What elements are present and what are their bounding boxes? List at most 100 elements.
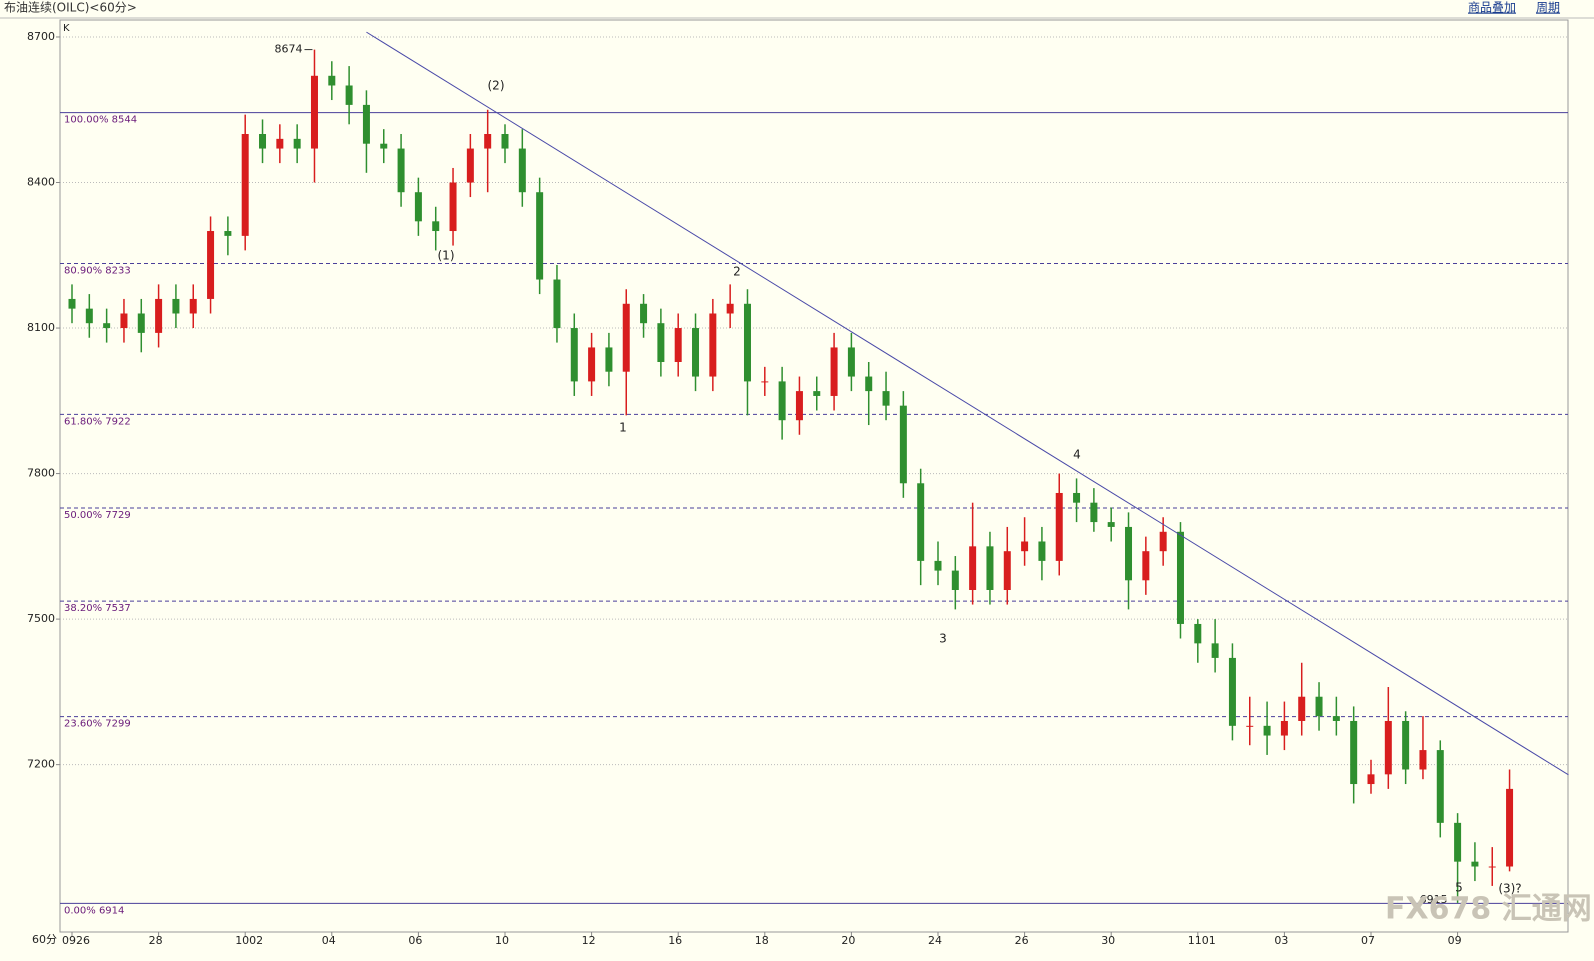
x-tick-label: 03 xyxy=(1274,934,1288,947)
candle-body xyxy=(692,328,700,377)
candle-body xyxy=(1506,788,1514,867)
y-tick-label: 7500 xyxy=(27,612,55,625)
candle-body xyxy=(847,347,855,377)
fib-label: 23.60% 7299 xyxy=(64,719,131,730)
y-tick-label: 7800 xyxy=(27,467,55,480)
candle-body xyxy=(726,303,734,314)
candle-body xyxy=(328,75,336,86)
period-label: 60分 xyxy=(32,933,57,946)
candle-body xyxy=(588,347,596,382)
wave-label: (3)? xyxy=(1498,882,1521,896)
candle-body xyxy=(1246,725,1254,727)
x-tick-label: 26 xyxy=(1015,934,1029,947)
candle-body xyxy=(934,560,942,571)
watermark: FX678 汇通网 xyxy=(1385,892,1592,927)
candle-body xyxy=(1471,861,1479,867)
candle-body xyxy=(986,546,994,590)
candle-body xyxy=(432,221,440,232)
candle-body xyxy=(293,138,301,149)
wave-label: 4 xyxy=(1073,448,1081,462)
candle-body xyxy=(536,192,544,280)
candle-body xyxy=(1090,502,1098,523)
candle-body xyxy=(709,313,717,377)
candle-body xyxy=(120,313,128,329)
candle-body xyxy=(778,381,786,421)
fib-label: 61.80% 7922 xyxy=(64,416,131,427)
candle-body xyxy=(1454,822,1462,862)
y-tick-label: 8100 xyxy=(27,321,55,334)
candle-body xyxy=(1280,720,1288,736)
candle-body xyxy=(137,313,145,333)
x-tick-label: 20 xyxy=(841,934,855,947)
candle-body xyxy=(951,570,959,590)
wave-label: 5 xyxy=(1455,881,1463,895)
x-tick-label: 1002 xyxy=(235,934,263,947)
x-tick-label: 10 xyxy=(495,934,509,947)
period-button[interactable]: 周期 xyxy=(1536,1,1560,15)
fib-label: 50.00% 7729 xyxy=(64,510,131,521)
chart-title: 布油连续(OILC)<60分> xyxy=(4,0,137,15)
candle-body xyxy=(501,134,509,149)
candle-body xyxy=(1211,643,1219,658)
candle-body xyxy=(518,148,526,193)
candle-body xyxy=(345,85,353,105)
candle-body xyxy=(1107,522,1115,527)
candle-body xyxy=(449,182,457,232)
fib-label: 80.90% 8233 xyxy=(64,266,131,277)
x-tick-label: 30 xyxy=(1101,934,1115,947)
candle-body xyxy=(899,405,907,484)
candle-body xyxy=(1332,716,1340,721)
candle-body xyxy=(414,192,422,222)
y-tick-label: 7200 xyxy=(27,758,55,771)
candle-body xyxy=(189,298,197,314)
trendline xyxy=(366,31,1569,776)
candle-body xyxy=(1315,696,1323,717)
x-tick-label: 1101 xyxy=(1188,934,1216,947)
candle-body xyxy=(917,483,925,561)
x-tick-label: 04 xyxy=(322,934,336,947)
x-tick-label: 16 xyxy=(668,934,682,947)
candle-body xyxy=(1003,551,1011,590)
candle-body xyxy=(1055,492,1063,561)
candle-body xyxy=(224,231,232,236)
x-tick-label: 24 xyxy=(928,934,942,947)
candle-body xyxy=(241,134,249,236)
fib-label: 38.20% 7537 xyxy=(64,603,131,614)
x-tick-label: 07 xyxy=(1361,934,1375,947)
candle-body xyxy=(1142,551,1150,581)
candle-body xyxy=(1038,541,1046,561)
candle-body xyxy=(155,298,163,333)
peak-label: 8674 xyxy=(274,43,302,56)
candle-body xyxy=(813,391,821,396)
candle-body xyxy=(276,138,284,149)
candle-body xyxy=(172,298,180,314)
candle-body xyxy=(380,143,388,149)
candle-body xyxy=(1176,531,1184,624)
candle-body xyxy=(1228,657,1236,726)
y-tick-label: 8700 xyxy=(27,30,55,43)
candle-body xyxy=(484,134,492,149)
candle-body xyxy=(605,347,613,372)
candle-body xyxy=(674,328,682,362)
candle-body xyxy=(1125,526,1133,581)
trough-label: 6915 xyxy=(1420,893,1448,906)
candle-body xyxy=(1073,492,1081,503)
x-tick-label: 18 xyxy=(755,934,769,947)
x-tick-label: 0926 xyxy=(62,934,90,947)
candle-body xyxy=(1194,623,1202,644)
axis-unit: K xyxy=(63,23,70,34)
plot-frame xyxy=(59,19,1569,933)
candle-body xyxy=(397,148,405,193)
x-tick-label: 28 xyxy=(149,934,163,947)
overlay-button[interactable]: 商品叠加 xyxy=(1468,0,1516,15)
candle-body xyxy=(1350,720,1358,785)
candle-body xyxy=(1488,866,1496,868)
candle-body xyxy=(1419,750,1427,770)
candle-body xyxy=(259,134,267,149)
wave-label: 3 xyxy=(939,632,947,646)
candle-body xyxy=(362,104,370,144)
x-tick-label: 06 xyxy=(408,934,422,947)
